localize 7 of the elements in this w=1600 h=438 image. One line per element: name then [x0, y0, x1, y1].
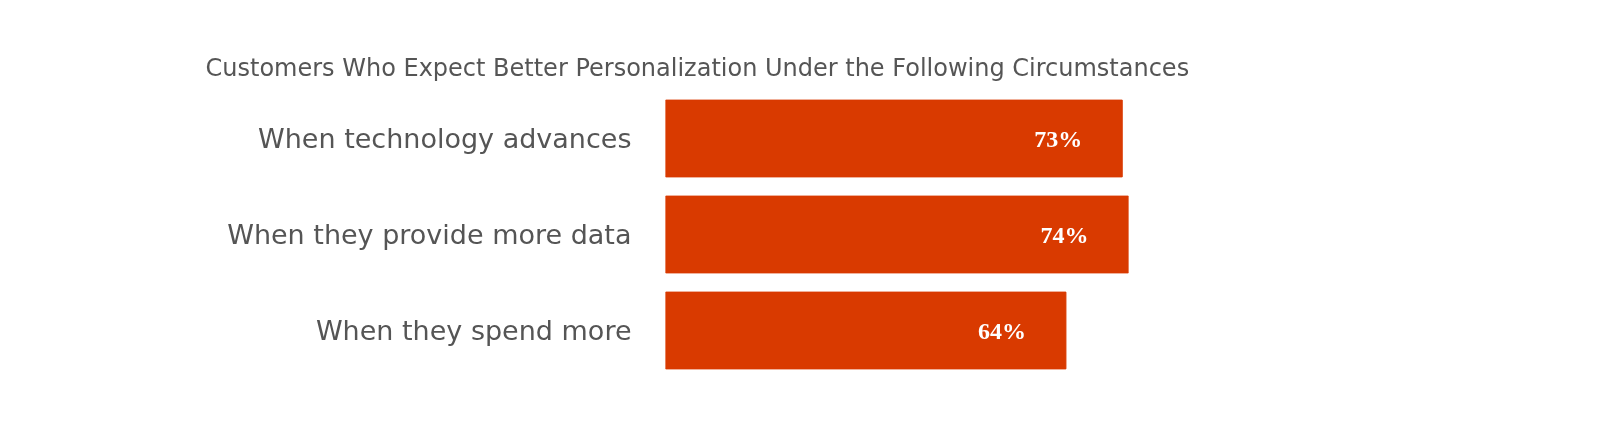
chart-title: Customers Who Expect Better Personalization Under the Following Circumstances [205, 53, 1190, 82]
y-tick-label: When they spend more [315, 315, 632, 346]
y-tick-label: When technology advances [258, 123, 632, 154]
data-label: 64% [977, 317, 1026, 344]
data-label: 74% [1040, 221, 1089, 248]
data-label: 73% [1034, 125, 1083, 152]
y-tick-label: When they provide more data [227, 219, 632, 250]
